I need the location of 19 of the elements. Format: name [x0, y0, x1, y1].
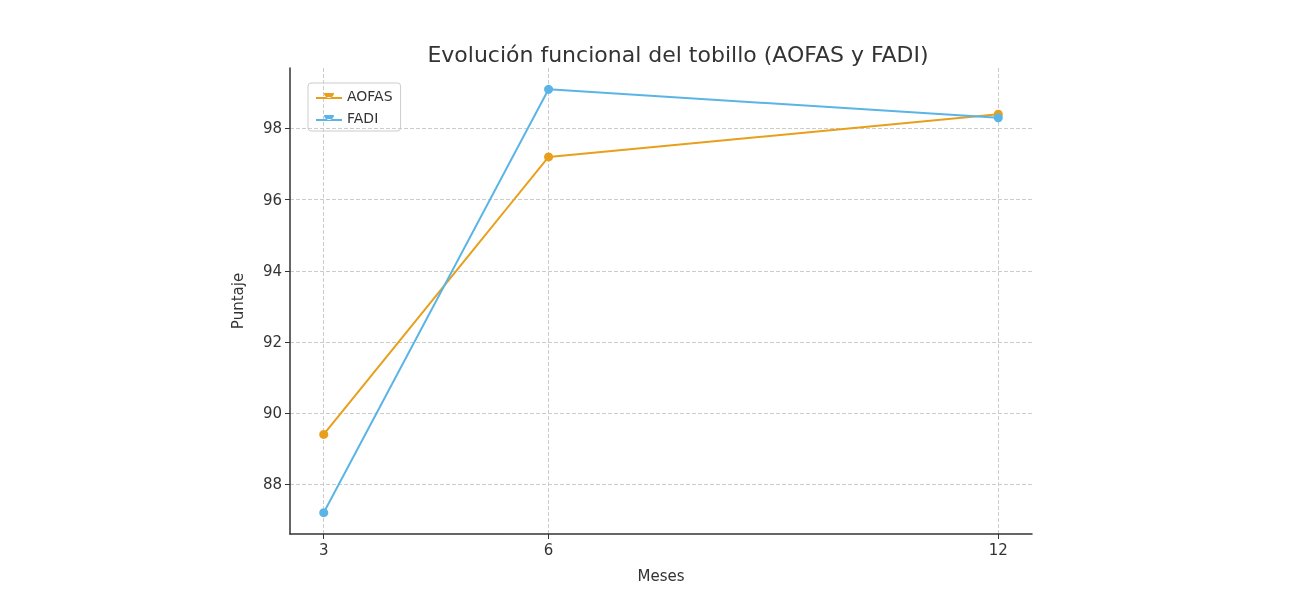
point [544, 84, 554, 94]
legend-label: AOFAS [347, 88, 393, 104]
x-tick-label: 3 [318, 540, 329, 559]
point [993, 113, 1003, 123]
y-axis-title: Puntaje [228, 272, 247, 330]
point [544, 152, 554, 162]
y-tick-label: 96 [262, 190, 282, 209]
x-tick-label: 12 [988, 540, 1008, 559]
y-tick-label: 94 [262, 261, 282, 280]
x-tick-label: 6 [543, 540, 554, 559]
chart-title: Evolución funcional del tobillo (AOFAS y FADI) [427, 41, 929, 67]
point [319, 429, 329, 439]
y-tick-label: 88 [262, 475, 282, 494]
point [319, 508, 329, 518]
x-axis-title: Meses [637, 566, 685, 585]
y-tick-label: 90 [262, 404, 282, 423]
y-tick-label: 92 [262, 332, 282, 351]
legend-label: FADI [347, 110, 379, 126]
y-tick-label: 98 [262, 119, 282, 138]
